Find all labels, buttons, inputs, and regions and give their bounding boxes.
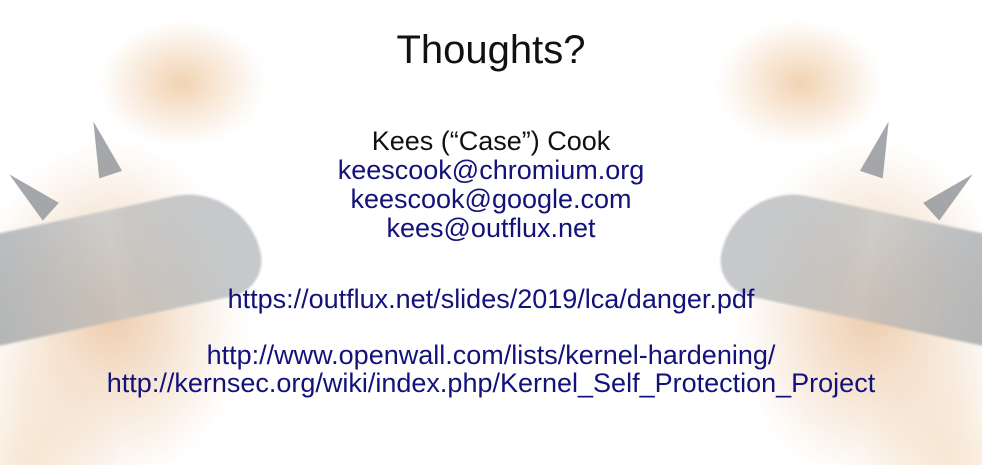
slides-link[interactable]: https://outflux.net/slides/2019/lca/dang… <box>227 284 755 314</box>
reference-links: http://www.openwall.com/lists/kernel-har… <box>0 341 982 397</box>
openwall-link[interactable]: http://www.openwall.com/lists/kernel-har… <box>206 340 776 370</box>
email-link-chromium[interactable]: keescook@chromium.org <box>337 155 645 185</box>
email-link-outflux[interactable]: kees@outflux.net <box>386 213 596 243</box>
contact-block: Kees (“Case”) Cook keescook@chromium.org… <box>0 127 982 243</box>
author-name: Kees (“Case”) Cook <box>371 126 611 156</box>
email-link-google[interactable]: keescook@google.com <box>350 184 632 214</box>
slide-title: Thoughts? <box>396 28 586 72</box>
kernsec-link[interactable]: http://kernsec.org/wiki/index.php/Kernel… <box>106 368 876 398</box>
